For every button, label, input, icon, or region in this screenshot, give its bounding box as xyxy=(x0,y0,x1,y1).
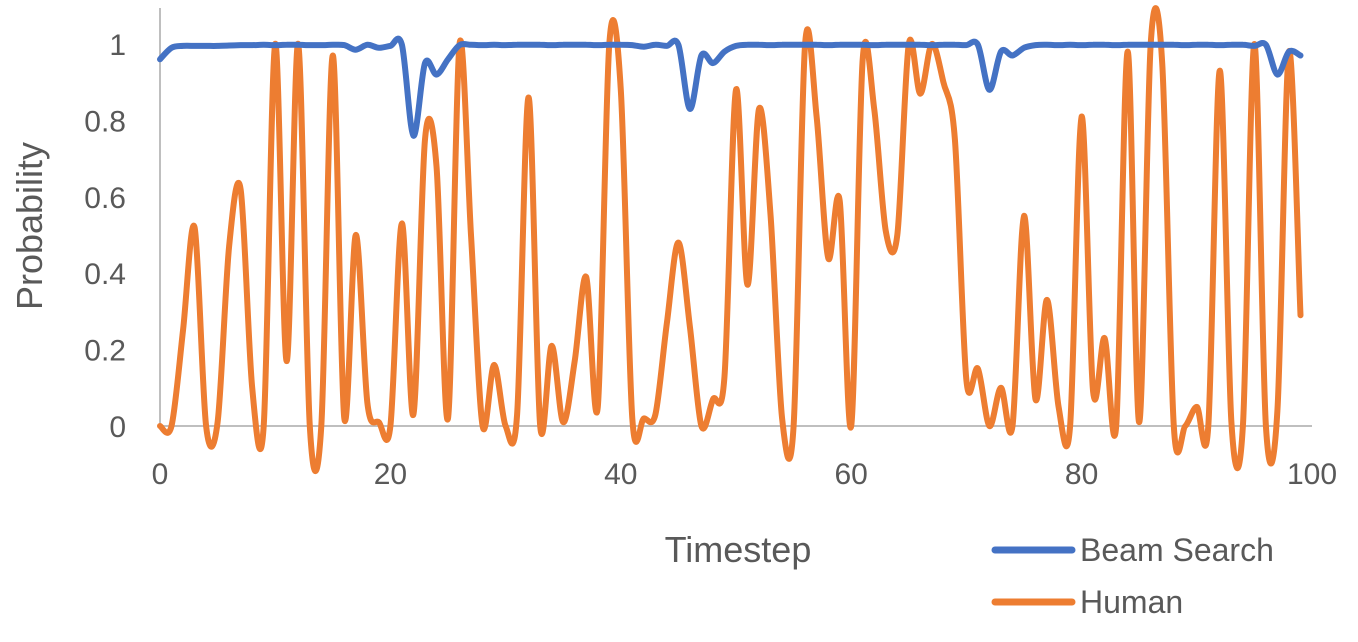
x-tick-label: 60 xyxy=(835,458,868,491)
y-tick-labels: 0 0.2 0.4 0.6 0.8 1 xyxy=(84,29,126,444)
series-lines xyxy=(157,5,1304,475)
series-line-beam-search xyxy=(157,35,1304,139)
x-tick-label: 80 xyxy=(1065,458,1098,491)
y-tick-label: 0.4 xyxy=(84,258,126,291)
series-line-human xyxy=(157,5,1304,475)
y-tick-label: 0 xyxy=(109,411,126,444)
y-tick-label: 0.2 xyxy=(84,335,126,368)
y-tick-label: 1 xyxy=(109,29,126,62)
x-tick-label: 0 xyxy=(152,458,169,491)
x-tick-label: 20 xyxy=(374,458,407,491)
x-tick-label: 40 xyxy=(604,458,637,491)
x-tick-label: 100 xyxy=(1287,458,1337,491)
legend: Beam Search Human xyxy=(991,532,1274,620)
legend-label-human: Human xyxy=(1080,584,1183,620)
y-axis-title: Probability xyxy=(9,142,50,310)
x-axis-title: Timestep xyxy=(665,529,812,570)
y-tick-label: 0.8 xyxy=(84,105,126,138)
y-tick-label: 0.6 xyxy=(84,182,126,215)
x-tick-labels: 0 20 40 60 80 100 xyxy=(152,458,1337,491)
legend-label-beam-search: Beam Search xyxy=(1080,532,1274,568)
